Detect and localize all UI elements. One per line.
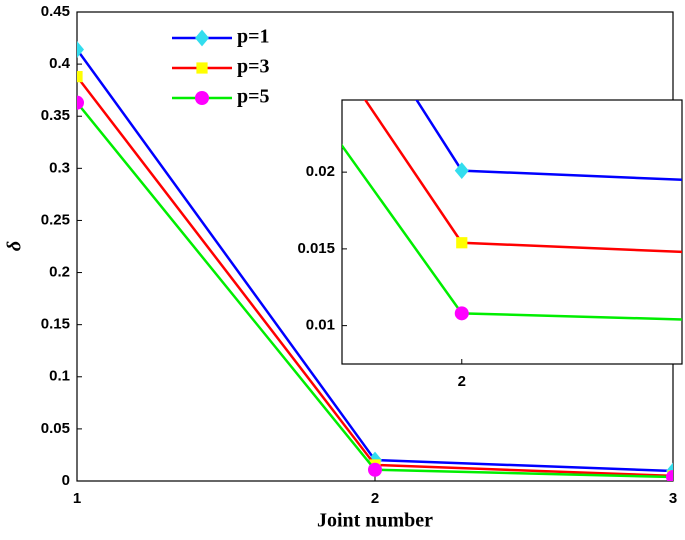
y-axis-label: δ <box>4 241 26 251</box>
y-tick-label: 0.25 <box>41 211 70 228</box>
legend-label: p=3 <box>237 56 270 78</box>
marker <box>454 162 469 180</box>
y-tick-label: 0.4 <box>49 55 71 72</box>
y-tick-label: 0.45 <box>41 3 70 20</box>
marker <box>368 462 382 477</box>
marker <box>195 91 209 105</box>
marker <box>456 237 468 249</box>
marker <box>77 95 84 110</box>
y-tick-label: 0.01 <box>306 317 335 334</box>
x-tick-label: 2 <box>458 373 466 390</box>
y-tick-label: 0.15 <box>41 316 70 333</box>
series-layer <box>342 100 682 321</box>
plot-area <box>341 99 683 365</box>
legend-label: p=5 <box>237 86 270 108</box>
marker <box>77 41 84 58</box>
x-tick-label: 1 <box>73 490 81 507</box>
y-tick-label: 0 <box>62 472 70 489</box>
y-tick-label: 0.35 <box>41 107 70 124</box>
y-tick-label: 0.1 <box>49 368 70 385</box>
marker <box>196 62 208 74</box>
marker <box>454 306 469 321</box>
x-tick-label: 3 <box>669 490 677 507</box>
legend-label: p=1 <box>237 26 270 48</box>
y-tick-label: 0.02 <box>306 163 335 180</box>
y-tick-label: 0.2 <box>49 264 70 281</box>
marker <box>666 470 673 481</box>
marker <box>77 71 83 83</box>
y-tick-label: 0.3 <box>49 159 70 176</box>
y-tick-label: 0.05 <box>41 420 70 437</box>
x-axis-label: Joint number <box>317 510 433 532</box>
marker <box>195 29 209 47</box>
y-tick-label: 0.015 <box>297 240 335 257</box>
series-layer <box>77 41 673 481</box>
x-tick-label: 2 <box>371 490 379 507</box>
